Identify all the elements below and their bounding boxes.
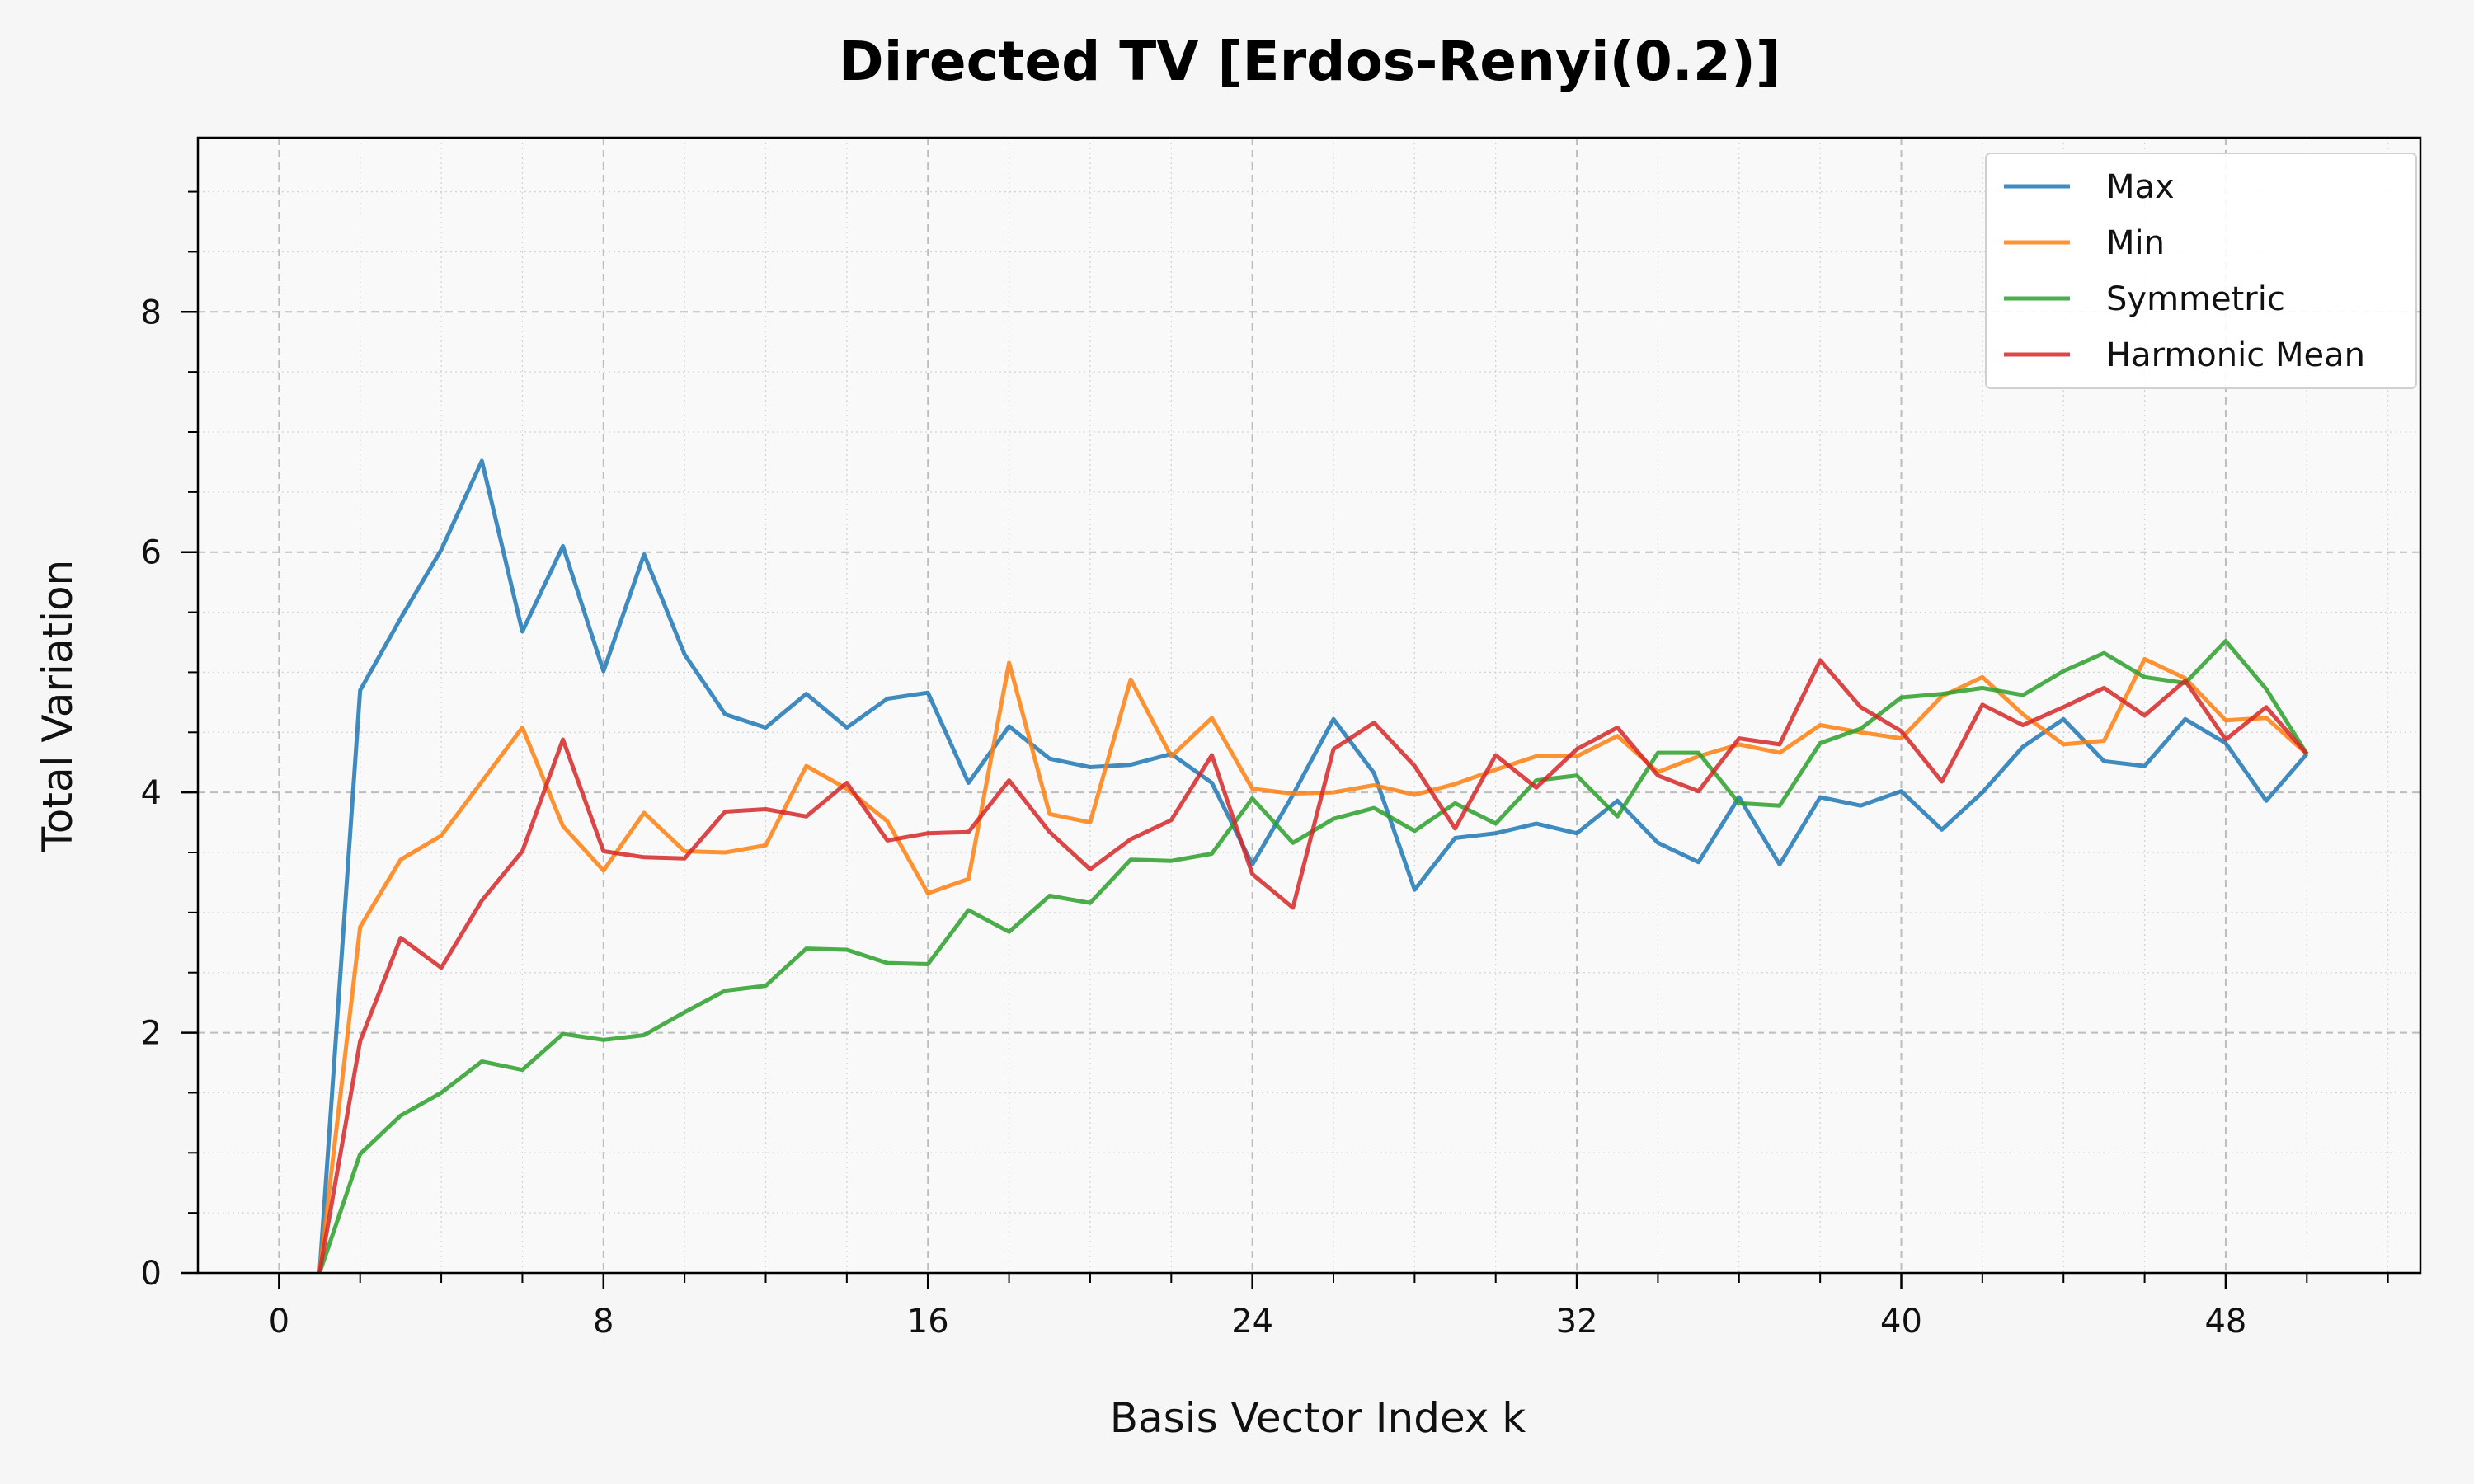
x-tick-label: 24 [1231, 1303, 1273, 1341]
legend-box [1985, 153, 2417, 389]
x-tick-label: 48 [2204, 1303, 2246, 1341]
legend-label-max: Max [2106, 168, 2175, 206]
x-tick-label: 8 [593, 1303, 614, 1341]
x-axis-label: Basis Vector Index k [1110, 1394, 1526, 1442]
x-tick-label: 40 [1880, 1303, 1922, 1341]
series-layer [317, 458, 2309, 1274]
series-line-harmonic-mean [317, 658, 2309, 1274]
chart-title: Directed TV [Erdos-Renyi(0.2)] [839, 30, 1780, 93]
series-line-min [317, 656, 2308, 1274]
x-tick-label: 16 [907, 1303, 949, 1341]
y-tick-label: 8 [141, 294, 162, 331]
legend-label-harmonic-mean: Harmonic Mean [2106, 336, 2365, 374]
plot-frame [196, 136, 2422, 1275]
major-grid [198, 138, 2420, 1273]
axis-ticks [181, 190, 2389, 1289]
legend-label-min: Min [2106, 224, 2165, 262]
y-tick-label: 0 [141, 1255, 162, 1293]
y-tick-label: 4 [141, 774, 162, 812]
legend-label-symmetric: Symmetric [2106, 280, 2285, 318]
y-axis-label: Total Variation [34, 560, 82, 853]
series-line-max [317, 458, 2309, 1274]
x-tick-label: 0 [269, 1303, 289, 1341]
x-tick-label: 32 [1556, 1303, 1598, 1341]
legend: Max Min Symmetric Harmonic Mean [1985, 153, 2417, 389]
y-tick-label: 2 [141, 1015, 162, 1053]
y-tick-label: 6 [141, 534, 162, 572]
